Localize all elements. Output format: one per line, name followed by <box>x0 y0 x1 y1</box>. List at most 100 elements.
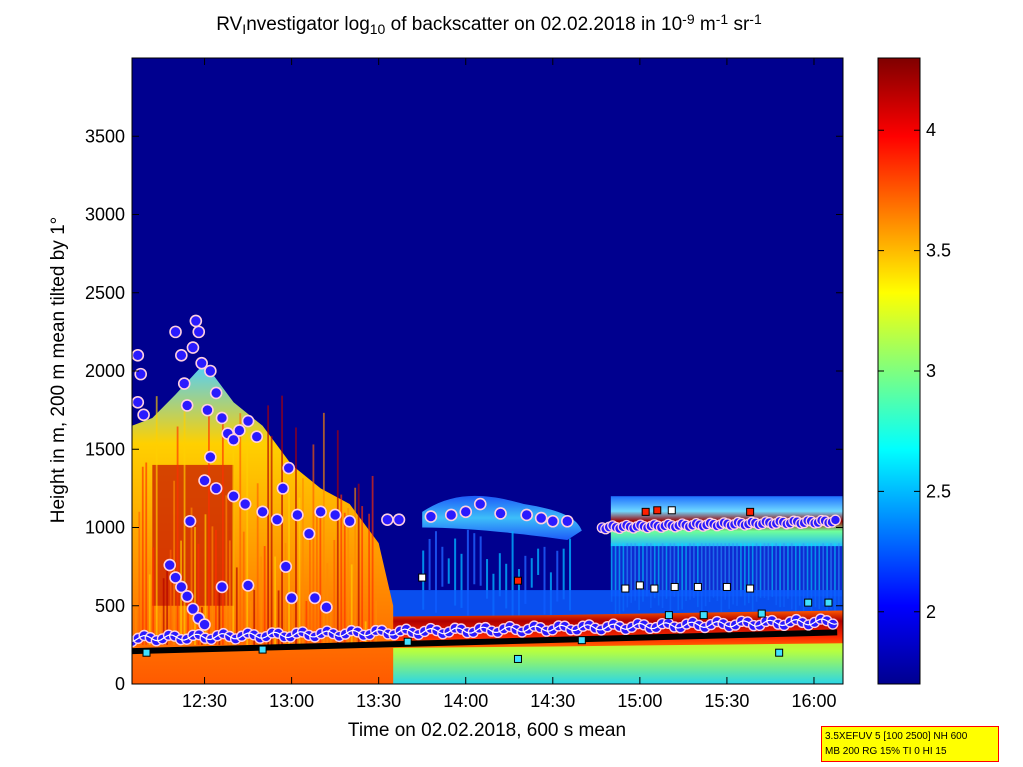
elevated-streak <box>441 546 444 587</box>
cloud-base-marker-lower <box>241 579 255 592</box>
plume-streak <box>152 547 155 645</box>
colorbar-tick-label: 3.5 <box>926 241 951 261</box>
title-sup-minus9: -9 <box>682 11 695 27</box>
cloud-fallstreak <box>728 543 730 609</box>
cloud-fallstreak <box>794 543 797 615</box>
y-tick-label: 3500 <box>85 126 125 146</box>
plume-streak <box>159 613 162 645</box>
cloud-base-marker-upper <box>204 450 217 464</box>
cloud-base-marker-upper <box>282 461 296 475</box>
elevated-layer-marker <box>392 513 406 526</box>
colorbar-tick-label: 4 <box>926 120 936 140</box>
plume-streak <box>357 483 360 645</box>
cloud-fallstreak <box>646 543 648 597</box>
square-marker <box>577 636 586 645</box>
cloud-base-marker-upper <box>186 341 200 354</box>
square-marker <box>775 648 784 657</box>
cloud-base-marker-upper <box>180 399 194 412</box>
cloud-fallstreak <box>630 543 633 603</box>
info-box: 3.5XEFUV 5 [100 2500] NH 600 MB 200 RG 1… <box>821 726 999 762</box>
cloud-fallstreak <box>806 543 809 607</box>
cloud-fallstreak <box>834 543 836 612</box>
elevated-streak <box>454 538 457 606</box>
plume-streak <box>246 432 249 645</box>
title-sub-10: 10 <box>370 21 386 37</box>
plume-streak <box>347 508 350 645</box>
plume-streak <box>277 590 280 645</box>
cloud-base-marker-upper <box>198 474 211 487</box>
plume-streak <box>340 494 343 645</box>
plume-streak <box>274 556 276 645</box>
elevated-streak <box>479 536 482 586</box>
plume-streak <box>208 410 210 645</box>
elevated-streak <box>543 546 546 615</box>
cloud-base-marker-lower <box>163 558 177 572</box>
plume-streak <box>197 543 200 645</box>
plume-streak <box>322 412 325 645</box>
square-marker <box>824 598 833 607</box>
plume-streak <box>166 566 169 645</box>
boundary-layer-line <box>132 618 838 642</box>
cloud-fallstreak <box>810 543 813 613</box>
cloud-base-marker-upper <box>134 367 148 381</box>
square-marker <box>650 584 659 593</box>
cloud-base-marker-lower <box>215 580 229 594</box>
title-sup-minus1-m: -1 <box>716 11 729 27</box>
elevated-layer-marker <box>546 514 560 528</box>
plume-streak <box>221 421 224 645</box>
cloud-fallstreak <box>610 543 613 602</box>
cloud-fallstreak <box>700 543 703 614</box>
cloud-fallstreak <box>677 543 680 611</box>
elevated-streak <box>537 548 540 575</box>
cloud-fallstreak <box>642 543 644 602</box>
cloud-fallstreak <box>614 543 617 614</box>
elevated-streak <box>447 558 450 584</box>
plume-streak <box>190 507 193 645</box>
title-part-rv: RV <box>216 14 242 35</box>
square-marker <box>142 648 151 657</box>
plume-streak <box>315 515 318 645</box>
colorbar <box>877 57 921 685</box>
cloud-base-marker-lower <box>169 571 182 584</box>
cloud-fallstreak <box>681 543 683 610</box>
info-line-1: 3.5XEFUV 5 [100 2500] NH 600 <box>825 731 968 742</box>
plume-streak <box>350 564 353 645</box>
title-part-investigator: nvestigator log <box>246 14 370 35</box>
cloud-base-marker-upper <box>227 489 240 503</box>
plume-streak <box>361 506 364 645</box>
cloud-base-marker-lower <box>180 590 194 603</box>
cloud-fallstreak <box>697 543 699 608</box>
cloud-base-marker-upper <box>132 396 145 409</box>
cloud-base-marker-upper <box>241 414 255 428</box>
y-axis: 0 500 1000 1500 2000 2500 3000 3500 <box>85 126 843 694</box>
plume-streak <box>267 405 270 645</box>
elevated-streak <box>428 538 431 590</box>
y-axis-title: Height in m, 200 m mean tilted by 1° <box>48 217 69 523</box>
cloud-fallstreak <box>841 543 843 615</box>
plume-streak <box>305 600 308 645</box>
square-marker <box>513 654 522 663</box>
plume-streak <box>343 512 346 645</box>
elevated-layer-marker <box>561 514 574 528</box>
cloud-fallstreak <box>744 543 746 606</box>
plume-streak <box>138 511 141 645</box>
plume-streak <box>253 589 256 645</box>
elevated-streak <box>524 555 527 604</box>
x-tick-label: 12:30 <box>182 691 227 711</box>
elevated-streak <box>562 548 565 600</box>
square-marker <box>693 582 702 591</box>
cloud-base-marker-upper <box>270 513 284 526</box>
colorbar-tick-label: 2 <box>926 602 936 622</box>
plume-streak <box>333 539 336 645</box>
plume-streak <box>235 567 238 645</box>
plume-streak <box>176 426 179 645</box>
plume-streak <box>228 540 231 645</box>
colorbar-ticks: 2 2.5 3 3.5 4 <box>878 120 951 622</box>
cloud-base-marker-upper <box>291 508 304 522</box>
square-marker <box>804 598 813 607</box>
cloud-fallstreak <box>830 543 832 610</box>
square-marker <box>641 507 650 516</box>
cloud-base-marker-upper <box>177 377 191 390</box>
cloud-base-marker-lower <box>198 618 211 631</box>
cloud-base-marker-upper <box>175 349 188 362</box>
